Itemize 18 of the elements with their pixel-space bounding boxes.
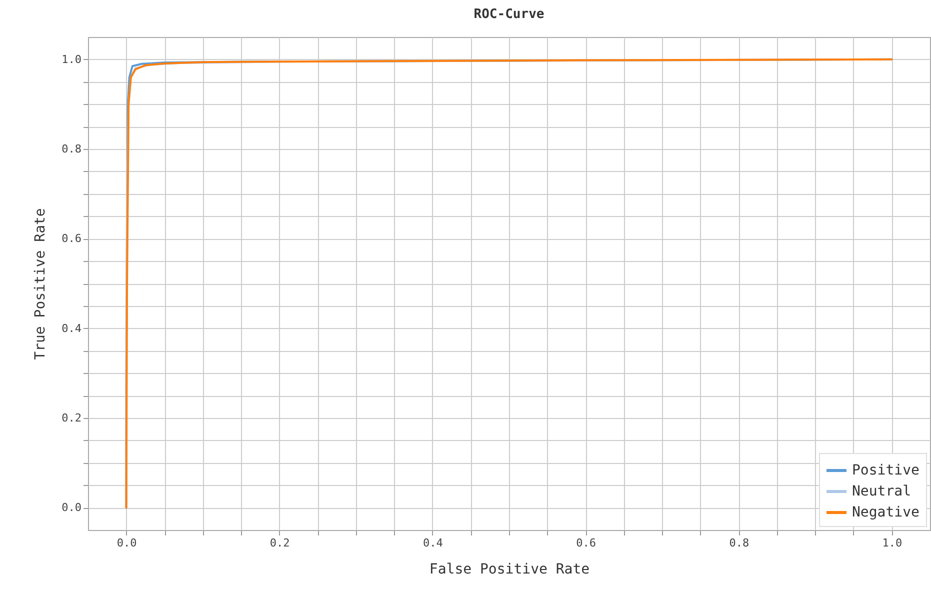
chart-title: ROC-Curve [474,7,544,22]
y-tick-label: 0.6 [62,232,82,246]
x-tick-label: 0.6 [576,536,596,550]
y-tick-label: 0.8 [62,142,82,156]
x-tick-label: 0.2 [270,536,290,550]
x-tick-label: 1.0 [882,536,902,550]
legend-label: Positive [852,462,920,478]
x-axis-title: False Positive Rate [429,562,590,578]
y-tick-label: 0.4 [62,322,82,335]
y-tick-label: 0.0 [62,501,82,514]
y-tick-label: 0.2 [62,411,82,424]
y-axis-title: True Positive Rate [32,208,49,360]
x-tick-label: 0.8 [729,536,750,550]
legend-label: Neutral [852,484,912,500]
x-tick-label: 0.0 [116,536,137,550]
y-tick-label: 1.0 [62,52,82,66]
x-tick-label: 0.4 [423,536,444,550]
legend-label: Negative [852,504,920,520]
